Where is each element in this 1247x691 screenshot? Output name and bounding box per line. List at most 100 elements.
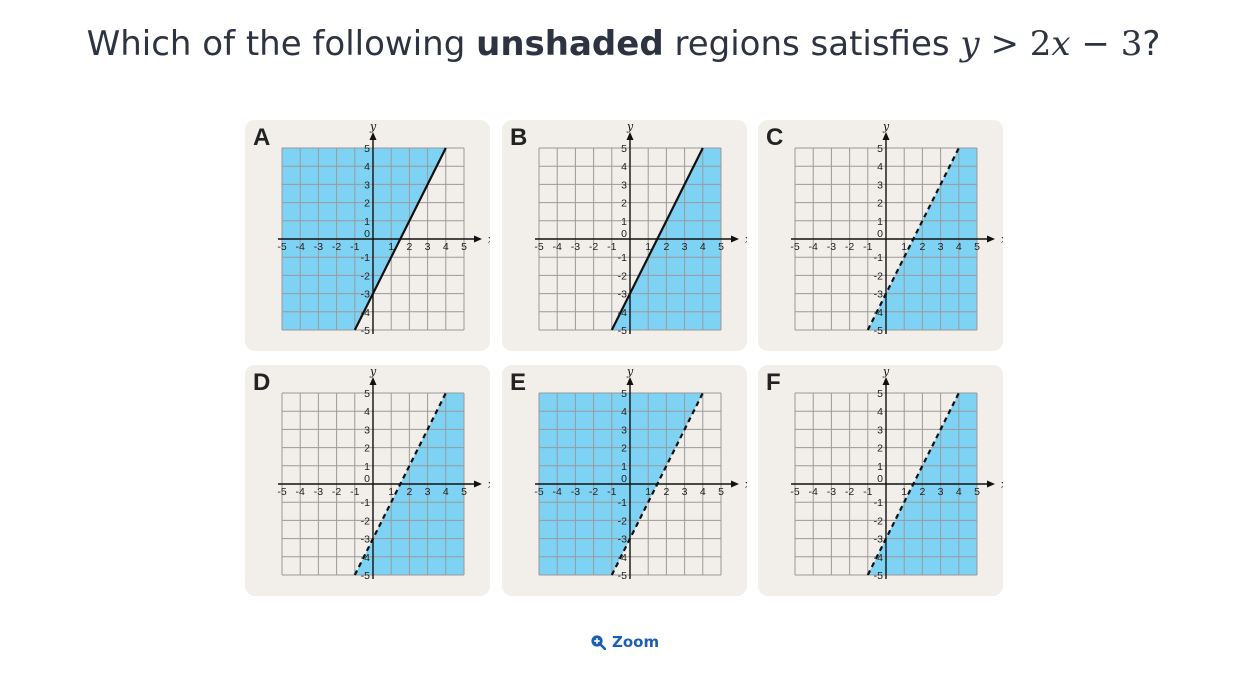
y-tick-label: 1: [621, 461, 627, 473]
origin-label: 0: [877, 473, 883, 485]
y-axis-arrow: [626, 377, 634, 385]
y-tick-label: 3: [877, 424, 883, 436]
x-tick-label: 3: [425, 241, 431, 253]
boundary-line: [866, 147, 960, 331]
x-tick-label: 5: [718, 486, 724, 498]
x-tick-label: -5: [277, 486, 286, 498]
origin-label: 0: [621, 473, 627, 485]
y-tick-label: 1: [621, 216, 627, 228]
y-tick-label: -5: [874, 325, 883, 337]
y-tick-label: -2: [618, 515, 627, 527]
x-tick-label: 1: [388, 241, 394, 253]
option-letter: E: [510, 369, 527, 396]
x-tick-label: 5: [974, 486, 980, 498]
x-tick-label: 1: [645, 241, 651, 253]
x-axis-arrow: [987, 235, 995, 243]
x-tick-label: 5: [461, 486, 467, 498]
math-const: 3: [1120, 24, 1143, 64]
x-tick-label: -5: [790, 241, 799, 253]
y-tick-label: 2: [364, 443, 370, 455]
y-tick-label: -5: [618, 325, 627, 337]
boundary-line: [353, 147, 447, 331]
y-tick-label: -4: [874, 307, 883, 319]
x-tick-label: -3: [571, 486, 580, 498]
x-axis-arrow: [474, 235, 482, 243]
y-tick-label: -1: [361, 252, 370, 264]
x-tick-label: 5: [718, 241, 724, 253]
x-tick-label: -1: [350, 486, 359, 498]
y-tick-label: -4: [361, 307, 370, 319]
y-axis-label: y: [626, 365, 634, 378]
y-tick-label: -3: [361, 534, 370, 546]
y-axis-label: y: [369, 365, 377, 378]
y-tick-label: 3: [364, 179, 370, 191]
x-axis-label: x: [488, 233, 490, 246]
y-tick-label: -1: [618, 497, 627, 509]
y-axis-label: y: [882, 365, 890, 378]
x-axis-label: x: [1001, 478, 1003, 491]
x-tick-label: 3: [682, 241, 688, 253]
x-tick-label: -3: [314, 241, 323, 253]
y-axis-arrow: [369, 132, 377, 140]
y-tick-label: -4: [618, 307, 627, 319]
x-axis-arrow: [731, 480, 739, 488]
x-tick-label: 1: [645, 486, 651, 498]
y-tick-label: 4: [364, 406, 370, 418]
x-tick-label: -2: [332, 486, 341, 498]
y-tick-label: -2: [874, 515, 883, 527]
x-tick-label: -2: [332, 241, 341, 253]
y-tick-label: -2: [618, 270, 627, 282]
y-tick-label: -3: [874, 534, 883, 546]
y-tick-label: 2: [877, 198, 883, 210]
y-axis-label: y: [882, 120, 890, 133]
zoom-button[interactable]: Zoom: [590, 633, 659, 651]
y-tick-label: 1: [877, 461, 883, 473]
x-tick-label: 2: [663, 241, 669, 253]
y-tick-label: 3: [621, 179, 627, 191]
y-tick-label: -4: [874, 552, 883, 564]
x-tick-label: -4: [809, 241, 818, 253]
y-axis-arrow: [626, 132, 634, 140]
math-gt: >: [979, 24, 1030, 64]
inequality: y > 2x − 3: [960, 24, 1142, 64]
math-minus: −: [1070, 24, 1121, 64]
x-tick-label: -1: [863, 241, 872, 253]
option-letter: C: [766, 124, 784, 151]
x-tick-label: -3: [827, 241, 836, 253]
x-tick-label: 3: [425, 486, 431, 498]
x-tick-label: 3: [938, 241, 944, 253]
y-tick-label: 2: [621, 198, 627, 210]
y-tick-label: -5: [361, 325, 370, 337]
origin-label: 0: [364, 473, 370, 485]
option-letter: B: [510, 124, 528, 151]
option-letter: F: [766, 369, 781, 396]
boundary-line: [353, 392, 447, 576]
y-tick-label: 5: [364, 388, 370, 400]
y-tick-label: -3: [874, 289, 883, 301]
question-suffix: ?: [1142, 24, 1161, 64]
x-tick-label: -3: [827, 486, 836, 498]
y-axis-label: y: [369, 120, 377, 133]
boundary-line: [610, 147, 704, 331]
x-axis-arrow: [731, 235, 739, 243]
y-tick-label: 3: [364, 424, 370, 436]
origin-label: 0: [364, 228, 370, 240]
y-tick-label: 5: [877, 143, 883, 155]
zoom-label: Zoom: [612, 633, 660, 651]
y-tick-label: 1: [364, 216, 370, 228]
y-tick-label: -4: [618, 552, 627, 564]
x-tick-label: 3: [938, 486, 944, 498]
x-tick-label: -3: [314, 486, 323, 498]
y-tick-label: -3: [361, 289, 370, 301]
y-tick-label: -1: [874, 497, 883, 509]
x-tick-label: 2: [663, 486, 669, 498]
x-axis-label: x: [1001, 233, 1003, 246]
